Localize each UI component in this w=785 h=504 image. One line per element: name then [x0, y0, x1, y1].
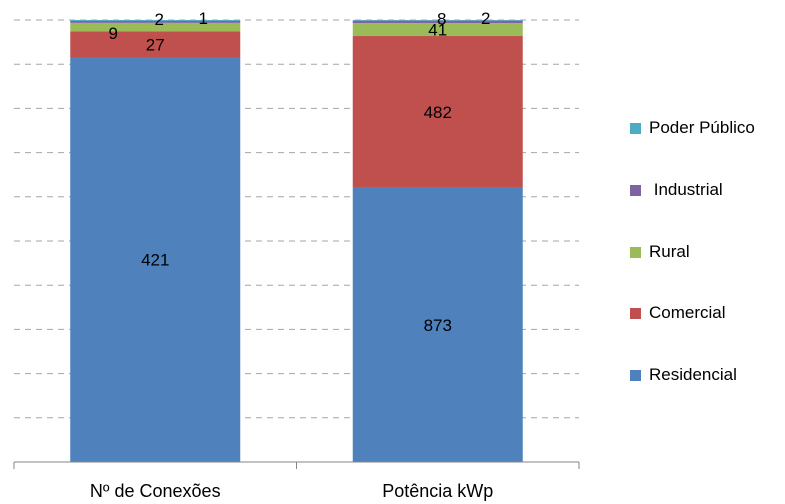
bar-segment-residencial-2	[352, 187, 523, 462]
bar-segment-rural-2	[352, 23, 523, 37]
bar-segment-rural-1	[70, 22, 241, 32]
legend-label-residencial: Residencial	[649, 365, 737, 384]
legend-swatch-rural	[630, 247, 641, 258]
bar-segment-comercial-1	[70, 31, 241, 58]
legend-swatch-comercial	[630, 308, 641, 319]
data-label-poder-publico-2: 2	[481, 9, 490, 28]
bar-segment-poder-publico-2	[352, 20, 523, 21]
x-tick-label-2: Potência kWp	[382, 481, 493, 501]
bar-segment-industrial-1	[70, 20, 241, 23]
legend-label-industrial: Industrial	[649, 180, 723, 199]
data-label-comercial-1: 27	[146, 36, 165, 55]
bar-segment-industrial-2	[352, 20, 523, 24]
data-label-poder-publico-1: 1	[199, 9, 208, 28]
data-label-industrial-1: 2	[155, 10, 164, 29]
bar-segment-comercial-2	[352, 36, 523, 188]
data-label-residencial-1: 421	[141, 251, 169, 270]
legend-label-rural: Rural	[649, 242, 690, 261]
bar-segment-poder-publico-1	[70, 20, 241, 21]
data-label-rural-1: 9	[109, 24, 118, 43]
legend-swatch-industrial	[630, 185, 641, 196]
x-tick-label-1: Nº de Conexões	[90, 481, 221, 501]
legend-swatch-residencial	[630, 370, 641, 381]
data-label-industrial-2: 8	[437, 10, 446, 29]
legend-label-poder-publico: Poder Público	[649, 118, 755, 137]
data-label-residencial-2: 873	[424, 316, 452, 335]
bar-segment-residencial-1	[70, 57, 241, 463]
legend-swatch-poder-publico	[630, 123, 641, 134]
data-label-rural-2: 41	[428, 21, 447, 40]
data-label-comercial-2: 482	[424, 103, 452, 122]
legend-label-comercial: Comercial	[649, 303, 726, 322]
